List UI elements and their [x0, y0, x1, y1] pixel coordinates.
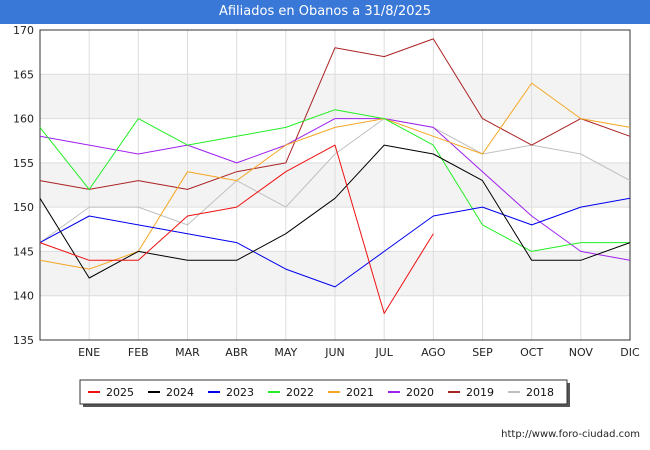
chart-title-bar: Afiliados en Obanos a 31/8/2025 [0, 0, 650, 24]
source-credit: http://www.foro-ciudad.com [501, 429, 640, 440]
legend-label-2024: 2024 [166, 386, 194, 399]
series-line-2019 [39, 38, 631, 190]
y-tick-label: 170 [13, 24, 34, 37]
series-line-2022 [39, 109, 630, 252]
y-tick-label: 150 [13, 201, 34, 214]
y-tick-label: 145 [13, 245, 34, 258]
y-tick-label: 135 [13, 334, 34, 347]
y-tick-label: 160 [13, 113, 34, 126]
x-tick-label: NOV [569, 346, 594, 359]
y-tick-label: 140 [13, 290, 34, 303]
legend-label-2022: 2022 [286, 386, 314, 399]
plot-frame [39, 29, 631, 341]
x-tick-label: AGO [421, 346, 446, 359]
legend: 2025 2024 2023 2022 2021 2020 2019 2018 [79, 379, 570, 407]
x-tick-label: JUL [374, 346, 393, 359]
x-tick-label: JUN [324, 346, 345, 359]
x-tick-label: MAR [175, 346, 200, 359]
y-tick-labels: 135 140 145 150 155 160 165 170 [13, 24, 34, 347]
legend-label-2021: 2021 [346, 386, 374, 399]
series-lines [39, 38, 631, 314]
x-tick-labels: ENE FEB MAR ABR MAY JUN JUL AGO SEP OCT NOV DIC [78, 346, 640, 359]
x-tick-label: MAY [274, 346, 297, 359]
legend-box [79, 379, 568, 405]
y-tick-label: 165 [13, 68, 34, 81]
chart-title: Afiliados en Obanos a 31/8/2025 [218, 4, 432, 19]
legend-label-2019: 2019 [466, 386, 494, 399]
axes [39, 29, 631, 341]
x-tick-label: DIC [620, 346, 640, 359]
series-line-2020 [39, 118, 631, 261]
series-line-2023 [39, 197, 631, 288]
y-tick-label: 155 [13, 157, 34, 170]
x-tick-label: ENE [78, 346, 100, 359]
series-line-2025 [39, 144, 434, 314]
legend-label-2020: 2020 [406, 386, 434, 399]
legend-label-2018: 2018 [526, 386, 554, 399]
x-tick-label: ABR [225, 346, 248, 359]
x-tick-label: SEP [472, 346, 493, 359]
legend-label-2023: 2023 [226, 386, 254, 399]
x-tick-label: FEB [128, 346, 149, 359]
series-line-2024 [39, 144, 631, 279]
legend-label-2025: 2025 [106, 386, 134, 399]
x-tick-label: OCT [520, 346, 543, 359]
